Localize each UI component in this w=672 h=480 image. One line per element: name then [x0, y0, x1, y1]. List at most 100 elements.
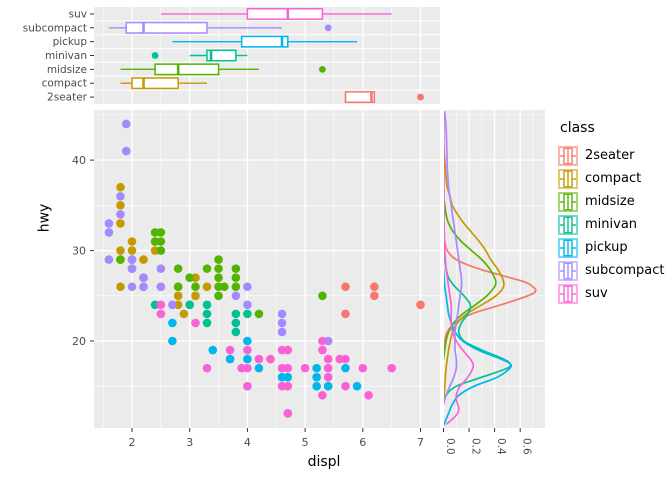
y-axis-title: hwy: [36, 203, 53, 233]
scatter-point: [341, 381, 350, 391]
density-panel: [444, 110, 545, 428]
legend-label: suv: [585, 286, 608, 301]
legend-entry-2seater: 2seater: [558, 144, 670, 167]
scatter-point: [139, 255, 148, 264]
tick-label: 0.4: [495, 438, 507, 455]
category-label-pickup: pickup: [53, 36, 88, 48]
scatter-point: [121, 119, 131, 129]
scatter-point: [341, 354, 350, 364]
density-curve-midsize: [444, 196, 497, 360]
axes: 2 3 4 5 6 7 20 30 40 suv subcompact pickup minivan mi…: [23, 8, 533, 455]
scatter-point: [202, 363, 212, 373]
scatter-point: [243, 282, 252, 292]
boxplot-pickup: [172, 35, 358, 48]
points-2seater: [341, 282, 425, 319]
legend-label: compact: [585, 171, 642, 186]
tick-label: 30: [72, 245, 86, 258]
scatter-point: [225, 354, 235, 364]
scatter-point: [312, 372, 321, 382]
scatter-point: [312, 363, 321, 373]
tick-label: 5: [302, 436, 309, 449]
scatter-point: [127, 264, 137, 273]
scatter-point: [231, 291, 241, 301]
scatter-point: [318, 291, 327, 301]
scatter-point: [156, 228, 166, 237]
box: [240, 35, 289, 48]
scatter-point: [283, 372, 293, 382]
density-curve-subcompact: [444, 111, 463, 405]
category-label-compact: compact: [42, 78, 87, 90]
scatter-point: [231, 282, 241, 292]
scatter-point: [116, 201, 125, 210]
scatter-point: [127, 255, 137, 264]
scatter-point: [214, 291, 223, 301]
legend-label: 2seater: [585, 148, 635, 163]
scatter-point: [323, 354, 333, 364]
scatter-point: [121, 146, 131, 156]
scatter-point: [202, 282, 212, 292]
scatter-point: [202, 300, 212, 310]
boxplot-key-icon: [558, 214, 578, 235]
legend-entry-suv: suv: [558, 282, 670, 305]
scatter-point: [277, 309, 287, 319]
scatter-point: [127, 246, 137, 255]
scatter-point: [116, 219, 125, 228]
scatter-point: [156, 246, 166, 255]
box: [131, 77, 179, 90]
scatter-point: [168, 300, 177, 310]
scatter-point: [127, 282, 137, 292]
scatter-point: [312, 381, 321, 391]
scatter-point: [358, 363, 368, 373]
scatter-point: [191, 291, 200, 301]
outlier-point: [324, 24, 332, 32]
scatter-point: [139, 282, 148, 292]
main-scatter-panel: [94, 110, 440, 428]
scatter-point: [370, 291, 379, 301]
scatter-point: [116, 182, 125, 192]
scatter-point: [202, 318, 212, 328]
points-suv: [156, 300, 396, 418]
legend-entry-minivan: minivan: [558, 213, 670, 236]
category-label-subcompact: subcompact: [23, 22, 87, 34]
legend-entry-subcompact: subcompact: [558, 259, 670, 282]
scatter-point: [387, 363, 396, 373]
scatter-point: [243, 363, 252, 373]
scatter-point: [173, 264, 183, 273]
tick-label: 0.2: [470, 438, 482, 455]
boxplot-midsize: [120, 63, 326, 76]
scatter-point: [104, 219, 114, 228]
density-curve-pickup: [444, 268, 513, 427]
boxplot-key-icon: [558, 168, 578, 189]
scatter-point: [173, 291, 183, 301]
top-boxplot-panel: [94, 7, 440, 104]
boxplot-2seater: [344, 91, 424, 104]
scatter-point: [254, 363, 264, 373]
scatter-point: [173, 282, 183, 292]
scatter-point: [116, 246, 125, 255]
scatter-point: [254, 354, 264, 364]
boxplot-suv: [160, 7, 392, 20]
tick-label: 0.6: [521, 438, 533, 455]
scatter-point: [191, 318, 200, 328]
points-subcompact: [104, 119, 333, 346]
scatter-point: [341, 363, 350, 373]
box: [206, 49, 237, 62]
boxplot-compact: [120, 77, 208, 90]
legend-label: minivan: [585, 217, 638, 232]
scatter-point: [254, 309, 264, 319]
scatter-point: [341, 282, 350, 292]
scatter-point: [243, 336, 252, 346]
scatter-point: [104, 228, 114, 237]
scatter-point: [116, 210, 125, 219]
scatter-point: [318, 345, 327, 355]
scatter-point: [243, 354, 252, 364]
outlier-point: [417, 93, 424, 101]
box: [125, 21, 208, 34]
legend: class 2seater compact midsize minivan pickup…: [558, 120, 670, 305]
tick-label: 40: [72, 154, 86, 167]
scatter-point: [283, 409, 293, 418]
scatter-point: [323, 372, 333, 382]
scatter-point: [364, 390, 373, 400]
boxplot-key-icon: [558, 283, 578, 304]
legend-entry-midsize: midsize: [558, 190, 670, 213]
